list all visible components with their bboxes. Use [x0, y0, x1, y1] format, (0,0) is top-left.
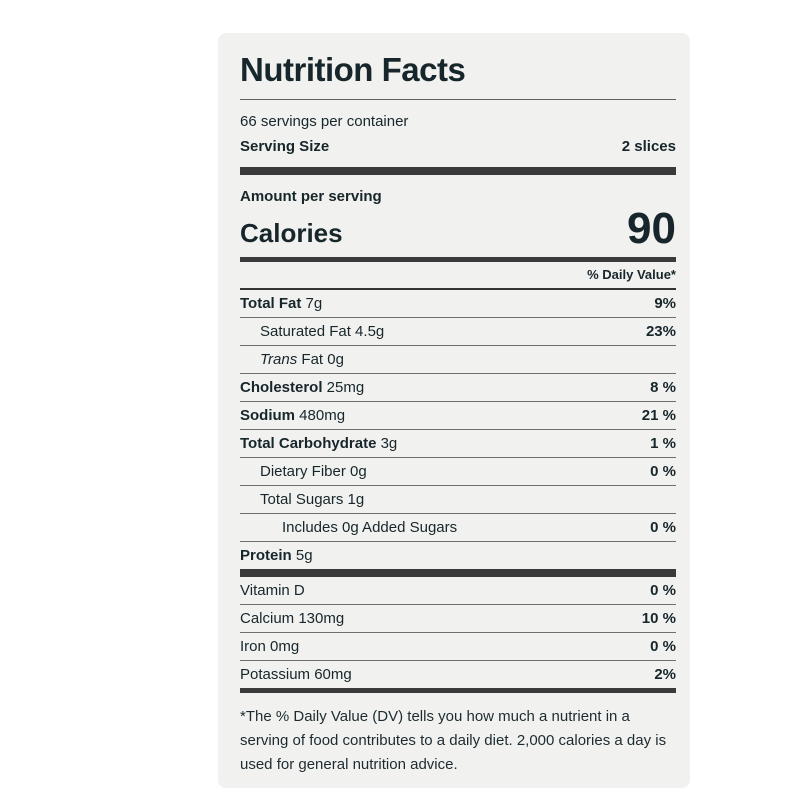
vitamin-row-potassium: Potassium 60mg 2% [240, 661, 676, 688]
nutrient-row-sodium: Sodium 480mg 21 % [240, 402, 676, 430]
nutrient-name: Cholesterol 25mg [240, 379, 365, 396]
divider-thick-protein [240, 569, 676, 577]
calories-value: 90 [627, 204, 676, 253]
vitamin-name: Potassium 60mg [240, 666, 352, 683]
vitamin-dv: 0 % [650, 582, 676, 599]
nutrient-dv: 23% [645, 323, 676, 340]
vitamin-dv: 0 % [650, 638, 676, 655]
vitamin-name: Iron 0mg [240, 638, 300, 655]
nutrient-row-cholesterol: Cholesterol 25mg 8 % [240, 374, 676, 402]
daily-value-footnote: *The % Daily Value (DV) tells you how mu… [240, 708, 667, 773]
nutrient-dv: 9% [654, 295, 676, 312]
amount-per-serving-label: Amount per serving [240, 188, 382, 205]
nutrient-name: Saturated Fat 4.5g [260, 323, 385, 340]
vitamin-row-calcium: Calcium 130mg 10 % [240, 605, 676, 633]
vitamin-dv: 2% [654, 666, 676, 683]
serving-size-label: Serving Size [240, 138, 330, 155]
divider-medium-bottom [240, 688, 676, 693]
nutrient-row-dietary-fiber: Dietary Fiber 0g 0 % [240, 458, 676, 486]
nutrition-facts-card: Nutrition Facts 66 servings per containe… [218, 33, 690, 788]
nutrient-row-total-sugars: Total Sugars 1g [240, 486, 676, 514]
nutrient-name: Protein 5g [240, 547, 313, 564]
daily-value-header: % Daily Value* [240, 262, 676, 290]
servings-per-container: 66 servings per container [240, 113, 409, 130]
calories-row: Calories 90 [240, 207, 676, 257]
nutrient-name: Sodium 480mg [240, 407, 346, 424]
divider-thick-top [240, 167, 676, 175]
nutrient-dv: 21 % [641, 407, 676, 424]
nutrient-dv: 0 % [650, 463, 676, 480]
calories-label: Calories [240, 218, 343, 248]
nutrient-name: Total Carbohydrate 3g [240, 435, 398, 452]
nutrient-dv: 0 % [650, 519, 676, 536]
divider-medium-calories [240, 257, 676, 262]
serving-size-row: Serving Size 2 slices [240, 134, 676, 167]
nutrient-row-total-fat: Total Fat 7g 9% [240, 290, 676, 318]
vitamin-name: Vitamin D [240, 582, 305, 599]
nutrient-name: Includes 0g Added Sugars [282, 519, 458, 536]
vitamin-row-vitamin-d: Vitamin D 0 % [240, 577, 676, 605]
nutrient-name: Total Fat 7g [240, 295, 323, 312]
vitamin-dv: 10 % [641, 610, 676, 627]
nutrient-dv: 1 % [650, 435, 676, 452]
nutrient-row-trans-fat: Trans Fat 0g [240, 346, 676, 374]
nutrient-name: Dietary Fiber 0g [260, 463, 367, 480]
nutrition-facts-title: Nutrition Facts [240, 45, 676, 100]
nutrient-name: Trans Fat 0g [260, 351, 344, 368]
nutrient-name: Total Sugars 1g [260, 491, 365, 508]
nutrient-dv: 8 % [650, 379, 676, 396]
nutrient-row-added-sugars: Includes 0g Added Sugars 0 % [240, 514, 676, 542]
nutrient-row-protein: Protein 5g [240, 542, 676, 569]
nutrient-row-total-carbohydrate: Total Carbohydrate 3g 1 % [240, 430, 676, 458]
serving-size-value: 2 slices [621, 138, 676, 155]
vitamin-name: Calcium 130mg [240, 610, 345, 627]
nutrient-row-saturated-fat: Saturated Fat 4.5g 23% [240, 318, 676, 346]
vitamin-row-iron: Iron 0mg 0 % [240, 633, 676, 661]
